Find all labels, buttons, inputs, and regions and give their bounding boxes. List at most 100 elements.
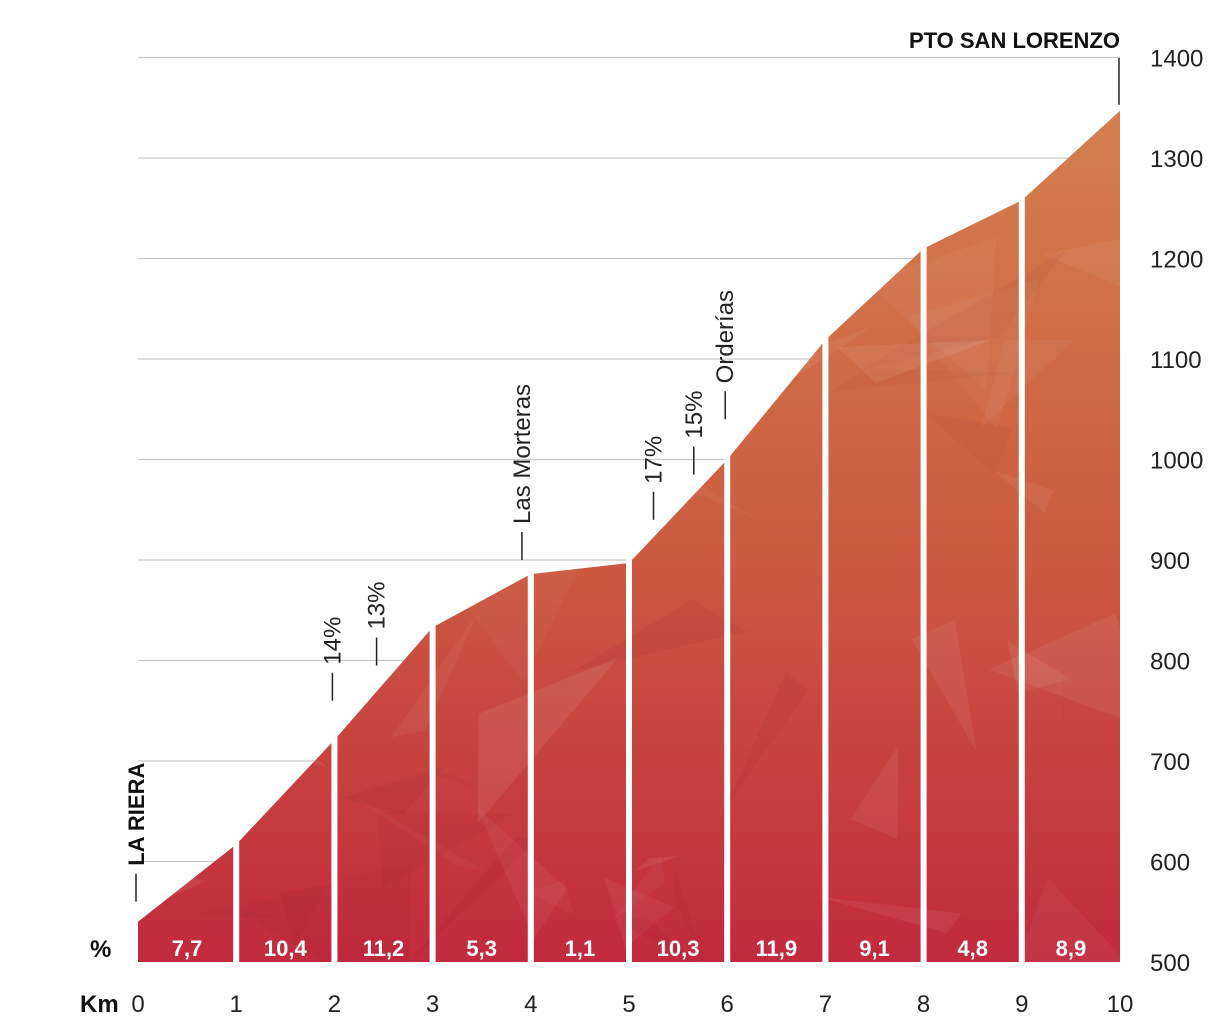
x-axis-ticks: 0 1 2 3 4 5 6 7 8 9 10 [131, 991, 1133, 1018]
facet [573, 599, 747, 672]
x-tick-4: 4 [524, 991, 537, 1018]
facet [981, 339, 1075, 428]
facet [402, 837, 539, 962]
x-tick-6: 6 [721, 991, 734, 1018]
grade-label-9: 8,9 [1056, 936, 1087, 961]
facet [865, 237, 997, 391]
facet [323, 267, 440, 400]
facet [857, 250, 1067, 372]
facet [1042, 226, 1120, 310]
facet [156, 217, 349, 316]
grade-label-2: 11,2 [363, 936, 405, 961]
facet [850, 745, 899, 840]
facet [417, 213, 456, 243]
x-tick-3: 3 [426, 991, 439, 1018]
annotation-summit: PTO SAN LORENZO [909, 28, 1120, 53]
grade-row-label: % [90, 936, 111, 963]
facet [138, 494, 296, 564]
y-tick-600: 600 [1150, 850, 1190, 877]
annotation-4: 17% [641, 436, 668, 484]
facet [193, 379, 290, 526]
facet [60, 544, 154, 587]
facet [293, 252, 449, 323]
facet [227, 862, 412, 962]
annotation-5: 15% [681, 391, 708, 439]
y-tick-700: 700 [1150, 749, 1190, 776]
grade-label-5: 10,3 [657, 936, 700, 961]
annotation-0: LA RIERA [124, 763, 149, 866]
facet [138, 641, 164, 741]
grade-label-3: 5,3 [466, 936, 497, 961]
facet [337, 406, 449, 503]
grade-label-4: 1,1 [565, 936, 596, 961]
facet [476, 806, 567, 939]
grade-label-1: 10,4 [264, 936, 308, 961]
facet [232, 422, 436, 511]
facet [911, 619, 977, 752]
facet [228, 250, 341, 296]
facet [341, 766, 446, 815]
facet [673, 869, 736, 962]
grade-labels: 7,7 10,4 11,2 5,3 1,1 10,3 11,9 9,1 4,8 8,9 [172, 936, 1086, 961]
facet [220, 278, 290, 424]
facet [151, 610, 327, 767]
y-axis-ticks: 500 600 700 800 900 1000 1100 1200 1300 1400 [1150, 46, 1203, 978]
facet [278, 886, 327, 946]
annotation-2: 13% [364, 581, 391, 629]
x-axis-label: Km [80, 991, 119, 1018]
facet [103, 715, 200, 821]
annotation-1: 14% [319, 617, 346, 665]
x-tick-10: 10 [1107, 991, 1134, 1018]
y-tick-1400: 1400 [1150, 46, 1203, 73]
x-tick-0: 0 [131, 991, 144, 1018]
annotation-6: Orderías [712, 290, 739, 383]
grade-label-8: 4,8 [957, 936, 988, 961]
facet [988, 613, 1120, 731]
facet [324, 110, 472, 184]
facet [503, 167, 652, 253]
facet [725, 672, 809, 808]
y-tick-1100: 1100 [1150, 347, 1202, 374]
annotations: LA RIERA 14% 13% Las Morteras 17% 15%Orderías… [124, 28, 1120, 902]
facet [836, 340, 991, 383]
grade-label-7: 9,1 [859, 936, 890, 961]
facet [612, 854, 665, 921]
facet [520, 429, 652, 559]
facet [530, 301, 630, 405]
facet [1010, 877, 1120, 962]
facet [377, 810, 514, 889]
facet [441, 298, 531, 336]
grade-label-0: 7,7 [172, 936, 203, 961]
facet [634, 854, 684, 872]
y-tick-1000: 1000 [1150, 448, 1203, 475]
facet [701, 110, 857, 234]
profile-fill [138, 110, 1120, 962]
x-tick-9: 9 [1015, 991, 1028, 1018]
y-tick-1300: 1300 [1150, 146, 1203, 173]
facet [604, 304, 712, 391]
facet [286, 479, 412, 599]
facet [272, 162, 372, 308]
grid-lines [138, 56, 1120, 863]
x-tick-2: 2 [328, 991, 341, 1018]
facet [177, 253, 286, 334]
facet [432, 774, 479, 790]
facet [194, 648, 242, 737]
x-tick-7: 7 [819, 991, 832, 1018]
x-tick-5: 5 [622, 991, 635, 1018]
x-tick-8: 8 [917, 991, 930, 1018]
grade-label-6: 11,9 [755, 936, 797, 961]
y-tick-1200: 1200 [1150, 247, 1203, 274]
km-dividers [233, 192, 1025, 963]
facet [262, 248, 329, 278]
y-tick-900: 900 [1150, 548, 1190, 575]
y-tick-800: 800 [1150, 649, 1190, 676]
facet [1062, 671, 1066, 744]
y-tick-500: 500 [1150, 950, 1190, 977]
facet [254, 394, 350, 501]
facet [603, 877, 675, 948]
profile-area [138, 110, 1120, 962]
facet [619, 915, 724, 962]
facet [477, 657, 619, 824]
